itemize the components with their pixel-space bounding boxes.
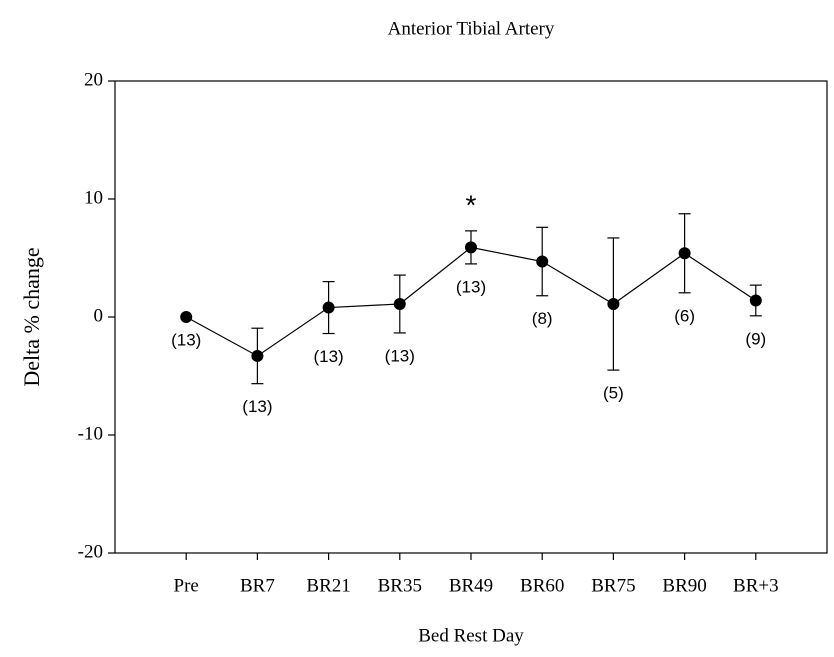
y-tick-label: -10	[78, 423, 103, 444]
n-label: (13)	[242, 397, 272, 416]
y-tick-label: 0	[94, 305, 104, 326]
x-tick-label: BR75	[591, 575, 635, 596]
n-label: (9)	[745, 329, 766, 348]
y-axis-label: Delta % change	[19, 247, 44, 386]
data-point	[678, 247, 691, 260]
x-tick-label: BR+3	[733, 575, 779, 596]
x-tick-label: Pre	[174, 575, 199, 596]
n-label: (13)	[385, 346, 415, 365]
x-tick-label: BR35	[378, 575, 422, 596]
data-point	[536, 255, 549, 268]
x-tick-label: BR7	[240, 575, 275, 596]
x-axis-label: Bed Rest Day	[418, 625, 524, 646]
data-point	[393, 298, 406, 311]
chart-title: Anterior Tibial Artery	[388, 18, 555, 39]
data-point	[251, 349, 264, 362]
n-label: (13)	[456, 277, 486, 296]
x-tick-label: BR21	[306, 575, 350, 596]
n-label: (5)	[603, 384, 624, 403]
y-tick-label: 10	[84, 187, 103, 208]
y-tick-label: 20	[84, 69, 103, 90]
data-point	[322, 301, 335, 314]
data-point	[465, 241, 477, 254]
x-tick-label: BR60	[520, 575, 564, 596]
significance-mark: *	[466, 189, 477, 220]
x-tick-label: BR49	[449, 575, 493, 596]
plot-frame	[114, 80, 828, 554]
y-tick-label: -20	[78, 541, 103, 562]
data-point	[180, 311, 193, 323]
x-tick-label: BR90	[662, 575, 706, 596]
data-point	[607, 298, 620, 311]
n-label: (13)	[171, 330, 201, 349]
n-label: (13)	[313, 347, 343, 366]
data-point	[749, 294, 762, 307]
n-label: (8)	[532, 309, 553, 328]
n-label: (6)	[674, 306, 695, 325]
